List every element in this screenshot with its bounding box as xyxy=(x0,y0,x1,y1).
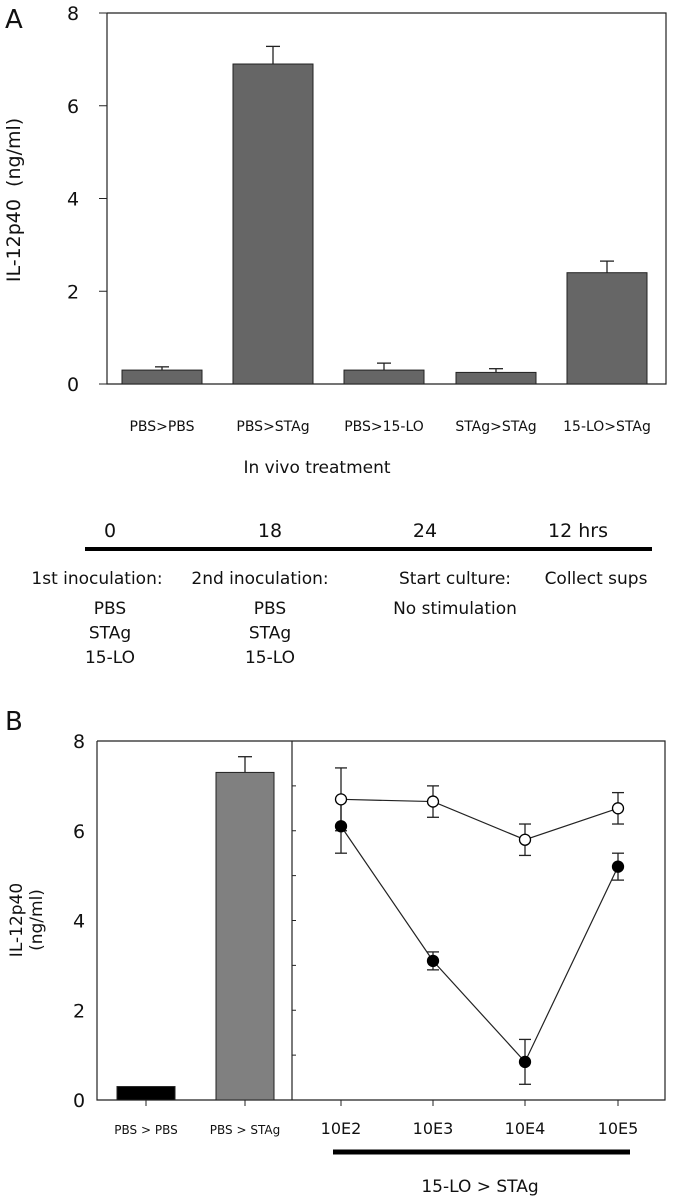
bar xyxy=(121,369,203,385)
timeline-step-title: 2nd inoculation: xyxy=(191,569,328,589)
x-tick-label: PBS>PBS xyxy=(129,419,194,435)
timeline-step-item: 15-LO xyxy=(85,648,135,668)
series-line xyxy=(340,825,619,1063)
timeline-step-item: STAg xyxy=(89,624,131,644)
y-tick-label: 8 xyxy=(67,3,79,25)
timeline: 0 18 24 12 hrs 1st inoculation: PBS STAg 15-LO 2… xyxy=(31,520,652,668)
series-line xyxy=(340,798,619,841)
timeline-time: 18 xyxy=(258,520,282,542)
plot-frame xyxy=(106,12,667,385)
x-tick-label: 10E5 xyxy=(598,1119,639,1138)
chart-a: 0 2 4 6 8 PBS>PBS PBS>STAg PBS>15-LO STAg>STAg 15… xyxy=(67,3,667,435)
x-tick-label: PBS>15-LO xyxy=(344,419,424,435)
timeline-step-item: 15-LO xyxy=(245,648,295,668)
x-tick-label: PBS > PBS xyxy=(114,1123,177,1137)
chart-b-ylabel-line1: IL-12p40 xyxy=(7,883,27,957)
x-tick-label: 15-LO>STAg xyxy=(563,419,651,435)
bar xyxy=(343,369,425,385)
open-circle-marker xyxy=(611,802,625,815)
timeline-step-item: No stimulation xyxy=(393,599,517,619)
y-tick-label: 4 xyxy=(67,189,79,211)
x-tick-label: PBS>STAg xyxy=(236,419,309,435)
x-tick-label: PBS > STAg xyxy=(210,1123,280,1137)
filled-circle-marker xyxy=(518,1055,532,1069)
y-tick-label: 2 xyxy=(67,281,79,303)
open-circle-marker xyxy=(518,833,532,846)
timeline-step-item: PBS xyxy=(94,599,126,619)
x-tick-label: STAg>STAg xyxy=(455,419,536,435)
y-tick-label: 0 xyxy=(67,374,79,396)
filled-circle-marker xyxy=(611,860,625,873)
timeline-time: 0 xyxy=(104,520,116,542)
y-tick-label: 4 xyxy=(73,911,85,933)
bar xyxy=(116,1086,176,1101)
x-tick-label: 10E3 xyxy=(413,1119,454,1138)
y-tick-label: 8 xyxy=(73,731,85,753)
chart-a-xlabel: In vivo treatment xyxy=(243,458,390,478)
y-tick-label: 6 xyxy=(67,96,79,118)
chart-b: 0 2 4 6 8 PBS > PBS PBS > STAg 10E2 10E3 10E4 10E5 xyxy=(73,731,666,1155)
filled-circle-marker xyxy=(334,820,348,833)
bar xyxy=(566,272,648,385)
panel-a-label: A xyxy=(5,5,23,35)
chart-b-group-label: 15-LO > STAg xyxy=(421,1177,538,1197)
y-tick-label: 2 xyxy=(73,1000,85,1022)
timeline-step-title: Collect sups xyxy=(545,569,648,589)
panel-b-label: B xyxy=(5,707,23,737)
y-tick-label: 0 xyxy=(73,1090,85,1112)
timeline-step-item: STAg xyxy=(249,624,291,644)
chart-a-ylabel: IL-12p40 (ng/ml) xyxy=(3,118,25,282)
bar xyxy=(232,63,314,385)
timeline-step-title: Start culture: xyxy=(399,569,511,589)
bar xyxy=(455,371,537,385)
chart-b-ylabel-line2: (ng/ml) xyxy=(27,889,47,951)
timeline-step-item: PBS xyxy=(254,599,286,619)
timeline-step-title: 1st inoculation: xyxy=(31,569,162,589)
bar xyxy=(215,771,275,1101)
timeline-time: 24 xyxy=(413,520,437,542)
y-tick-label: 6 xyxy=(73,821,85,843)
timeline-time: 12 hrs xyxy=(548,520,608,542)
open-circle-marker xyxy=(334,793,348,806)
x-tick-label: 10E2 xyxy=(321,1119,362,1138)
filled-circle-marker xyxy=(426,954,440,968)
plot-frame xyxy=(96,740,666,1101)
open-circle-marker xyxy=(426,795,440,808)
x-tick-label: 10E4 xyxy=(505,1119,546,1138)
